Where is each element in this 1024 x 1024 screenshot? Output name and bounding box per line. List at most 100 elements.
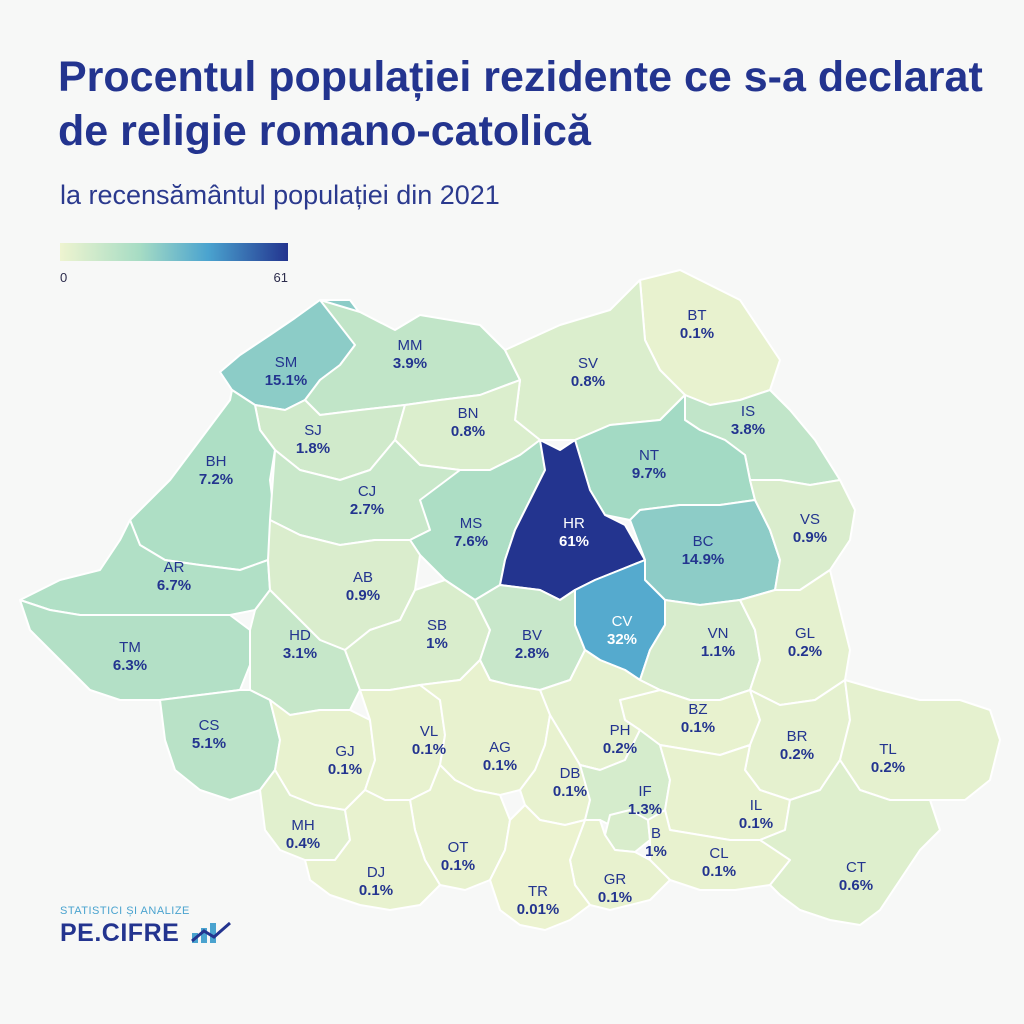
county-value-label: 3.1% bbox=[283, 645, 317, 662]
county-code-label: GR bbox=[604, 871, 627, 888]
county-code-label: SM bbox=[275, 354, 298, 371]
county-value-label: 0.1% bbox=[359, 882, 393, 899]
county-code-label: GL bbox=[795, 625, 815, 642]
county-value-label: 0.1% bbox=[598, 889, 632, 906]
color-legend: 0 61 bbox=[60, 243, 288, 285]
county-code-label: IL bbox=[750, 797, 763, 814]
county-code-label: VL bbox=[420, 723, 438, 740]
county-value-label: 15.1% bbox=[265, 372, 308, 389]
county-code-label: CV bbox=[612, 613, 633, 630]
county-code-label: BV bbox=[522, 627, 542, 644]
county-value-label: 7.6% bbox=[454, 533, 488, 550]
county-value-label: 0.1% bbox=[328, 761, 362, 778]
county-value-label: 0.1% bbox=[681, 719, 715, 736]
county-code-label: CS bbox=[199, 717, 220, 734]
county-code-label: MM bbox=[398, 337, 423, 354]
county-code-label: OT bbox=[448, 839, 469, 856]
county-value-label: 0.1% bbox=[483, 757, 517, 774]
county-value-label: 0.1% bbox=[702, 863, 736, 880]
county-code-label: CJ bbox=[358, 483, 376, 500]
county-value-label: 0.1% bbox=[553, 783, 587, 800]
logo-name: PE.CIFRE bbox=[60, 919, 180, 947]
county-code-label: IS bbox=[741, 403, 755, 420]
county-code-label: BT bbox=[687, 307, 706, 324]
county-code-label: TR bbox=[528, 883, 548, 900]
county-code-label: BZ bbox=[688, 701, 707, 718]
county-value-label: 0.4% bbox=[286, 835, 320, 852]
county-code-label: DB bbox=[560, 765, 581, 782]
county-code-label: BR bbox=[787, 728, 808, 745]
county-code-label: VN bbox=[708, 625, 729, 642]
county-value-label: 3.8% bbox=[731, 421, 765, 438]
county-value-label: 0.9% bbox=[793, 529, 827, 546]
page-title: Procentul populației rezidente ce s-a de… bbox=[58, 53, 983, 155]
county-dj bbox=[304, 789, 441, 911]
county-value-label: 0.2% bbox=[871, 759, 905, 776]
county-value-label: 0.1% bbox=[441, 857, 475, 874]
legend-min-label: 0 bbox=[60, 270, 68, 285]
county-code-label: PH bbox=[610, 722, 631, 739]
county-value-label: 0.8% bbox=[571, 373, 605, 390]
county-code-label: BC bbox=[693, 533, 714, 550]
county-code-label: TM bbox=[119, 639, 141, 656]
county-value-label: 5.1% bbox=[192, 735, 226, 752]
county-code-label: BH bbox=[206, 453, 227, 470]
county-value-label: 6.7% bbox=[157, 577, 191, 594]
county-code-label: GJ bbox=[335, 743, 354, 760]
county-code-label: HR bbox=[563, 515, 585, 532]
county-labels: SM15.1%MM3.9%BT0.1%SV0.8%SJ1.8%BN0.8%IS3… bbox=[113, 307, 905, 918]
county-code-label: SB bbox=[427, 617, 447, 634]
county-value-label: 1.8% bbox=[296, 440, 330, 457]
county-value-label: 14.9% bbox=[682, 551, 725, 568]
county-value-label: 7.2% bbox=[199, 471, 233, 488]
county-code-label: HD bbox=[289, 627, 311, 644]
county-value-label: 9.7% bbox=[632, 465, 666, 482]
county-value-label: 6.3% bbox=[113, 657, 147, 674]
county-value-label: 0.01% bbox=[517, 901, 560, 918]
county-value-label: 0.8% bbox=[451, 423, 485, 440]
county-tl bbox=[839, 679, 1001, 801]
county-code-label: IF bbox=[638, 783, 651, 800]
county-value-label: 3.9% bbox=[393, 355, 427, 372]
county-code-label: AB bbox=[353, 569, 373, 586]
county-value-label: 1.3% bbox=[628, 801, 662, 818]
page-subtitle: la recensământul populației din 2021 bbox=[60, 180, 500, 210]
logo-tagline: STATISTICI ȘI ANALIZE bbox=[60, 905, 190, 917]
county-code-label: BN bbox=[458, 405, 479, 422]
county-code-label: AR bbox=[164, 559, 185, 576]
county-tr bbox=[489, 804, 591, 931]
county-value-label: 0.2% bbox=[788, 643, 822, 660]
county-code-label: CL bbox=[709, 845, 728, 862]
county-value-label: 2.8% bbox=[515, 645, 549, 662]
bar-chart-logo-icon bbox=[190, 921, 231, 943]
county-value-label: 1% bbox=[426, 635, 448, 652]
county-value-label: 0.1% bbox=[412, 741, 446, 758]
county-code-label: CT bbox=[846, 859, 866, 876]
county-code-label: DJ bbox=[367, 864, 385, 881]
county-value-label: 2.7% bbox=[350, 501, 384, 518]
county-value-label: 0.1% bbox=[739, 815, 773, 832]
county-code-label: TL bbox=[879, 741, 897, 758]
legend-gradient-bar bbox=[60, 243, 288, 261]
county-value-label: 61% bbox=[559, 533, 589, 550]
county-code-label: MH bbox=[291, 817, 314, 834]
county-value-label: 0.2% bbox=[780, 746, 814, 763]
county-code-label: B bbox=[651, 825, 661, 842]
county-code-label: MS bbox=[460, 515, 483, 532]
county-value-label: 1.1% bbox=[701, 643, 735, 660]
county-value-label: 32% bbox=[607, 631, 637, 648]
county-value-label: 0.2% bbox=[603, 740, 637, 757]
county-shapes bbox=[19, 269, 1001, 931]
county-code-label: AG bbox=[489, 739, 511, 756]
county-ct bbox=[759, 759, 941, 926]
county-code-label: SV bbox=[578, 355, 598, 372]
county-value-label: 1% bbox=[645, 843, 667, 860]
county-value-label: 0.9% bbox=[346, 587, 380, 604]
county-value-label: 0.6% bbox=[839, 877, 873, 894]
county-code-label: SJ bbox=[304, 422, 322, 439]
legend-max-label: 61 bbox=[273, 270, 288, 285]
legend-labels: 0 61 bbox=[60, 270, 288, 285]
county-value-label: 0.1% bbox=[680, 325, 714, 342]
county-code-label: NT bbox=[639, 447, 659, 464]
